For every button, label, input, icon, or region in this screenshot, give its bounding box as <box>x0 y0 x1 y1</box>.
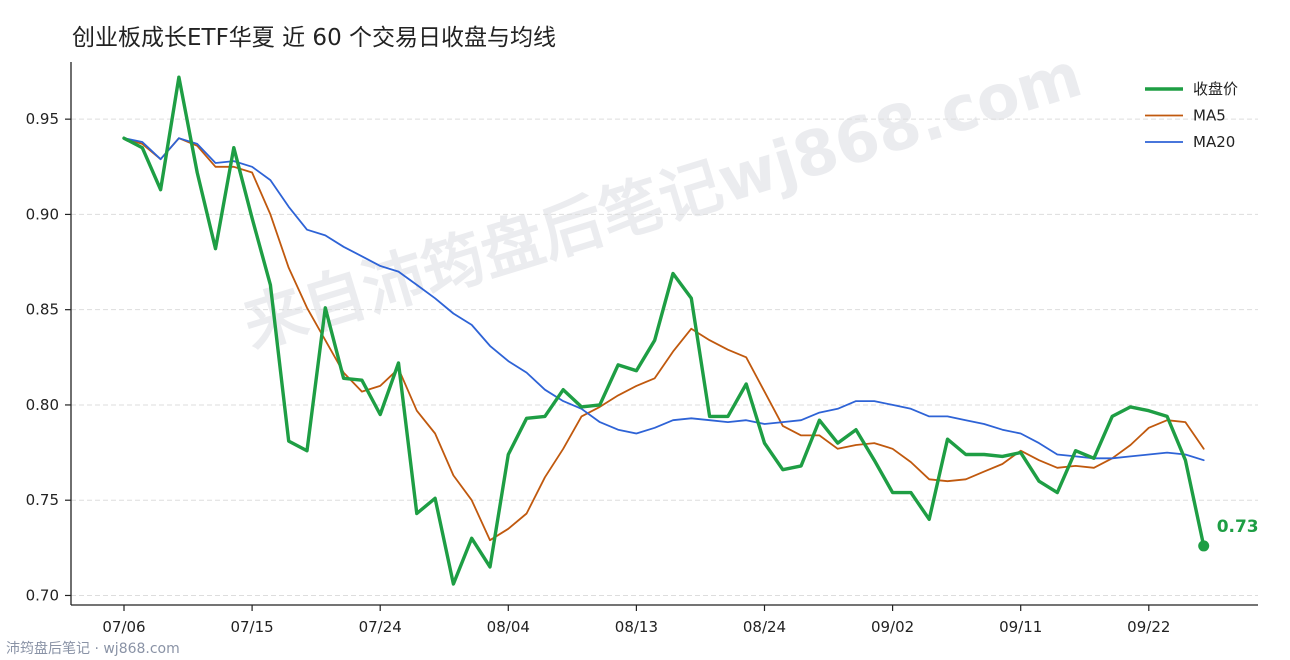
x-tick-label: 08/04 <box>487 618 530 636</box>
legend: 收盘价 MA5 MA20 <box>1145 80 1238 151</box>
y-tick-label: 0.75 <box>26 491 59 509</box>
y-tick-label: 0.90 <box>26 205 59 223</box>
x-tick-label: 07/24 <box>359 618 402 636</box>
x-tick-label: 09/11 <box>999 618 1042 636</box>
axes: 0.70 0.75 0.80 0.85 0.90 0.95 07/06 07/15 07/24 0… <box>26 62 1258 636</box>
x-tick-label: 07/06 <box>102 618 145 636</box>
close-price-line <box>122 75 1206 586</box>
x-tick-label: 08/13 <box>615 618 658 636</box>
legend-label: MA20 <box>1193 133 1235 151</box>
y-tick-label: 0.70 <box>26 586 59 604</box>
ma20-line <box>123 137 1205 462</box>
footer-credit: 沛筠盘后笔记 · wj868.com <box>6 641 180 657</box>
y-tick-label: 0.80 <box>26 396 59 414</box>
legend-label: 收盘价 <box>1193 80 1238 98</box>
ma5-line <box>123 137 1205 542</box>
last-close-point <box>1198 540 1210 552</box>
y-tick-label: 0.95 <box>26 110 59 128</box>
x-tick-label: 09/22 <box>1127 618 1170 636</box>
x-tick-label: 08/24 <box>743 618 786 636</box>
x-tick-label: 09/02 <box>871 618 914 636</box>
y-tick-label: 0.85 <box>26 301 59 319</box>
chart-title: 创业板成长ETF华夏 近 60 个交易日收盘与均线 <box>72 25 557 51</box>
legend-label: MA5 <box>1193 107 1226 125</box>
x-tick-label: 07/15 <box>230 618 273 636</box>
series-group: 0.73 <box>122 75 1259 586</box>
last-close-label: 0.73 <box>1217 517 1259 537</box>
